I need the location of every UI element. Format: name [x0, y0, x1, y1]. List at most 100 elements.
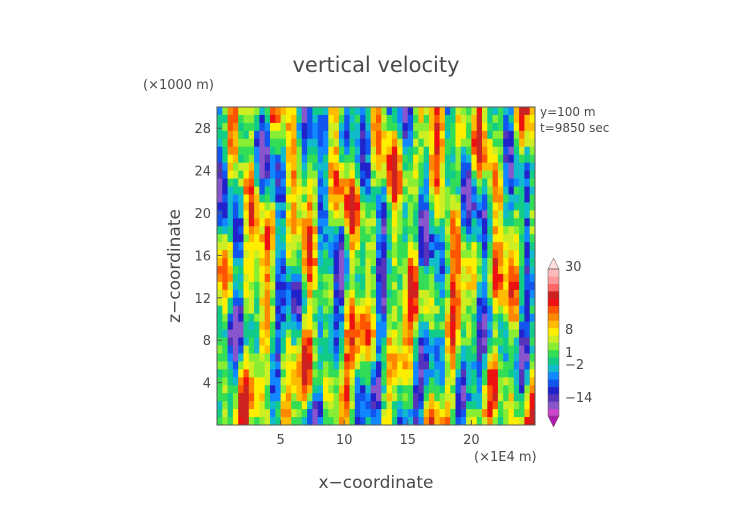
heatmap-cell	[264, 289, 271, 299]
heatmap-cell	[444, 162, 451, 171]
heatmap-cell	[275, 321, 281, 330]
heatmap-cell	[259, 345, 266, 354]
heatmap-cell	[280, 377, 287, 386]
heatmap-cell	[333, 154, 340, 164]
heatmap-cell	[381, 138, 387, 148]
heatmap-cell	[280, 218, 287, 227]
heatmap-cell	[497, 281, 504, 291]
heatmap-cell	[450, 417, 456, 426]
heatmap-cell	[232, 170, 239, 179]
heatmap-cell	[519, 162, 525, 171]
heatmap-cell	[232, 242, 239, 251]
heatmap-cell	[487, 226, 493, 235]
heatmap-cell	[232, 250, 239, 259]
heatmap-cell	[333, 250, 340, 259]
heatmap-cell	[270, 242, 276, 251]
heatmap-cell	[307, 409, 313, 418]
heatmap-cell	[439, 202, 446, 211]
heatmap-cell	[370, 114, 377, 124]
heatmap-cell	[275, 329, 281, 338]
heatmap-cell	[270, 361, 276, 370]
heatmap-cell	[270, 178, 276, 187]
heatmap-cell	[349, 162, 356, 171]
heatmap-cell	[301, 353, 308, 362]
heatmap-cell	[344, 313, 350, 323]
heatmap-cell	[264, 122, 271, 132]
heatmap-cell	[476, 305, 483, 315]
heatmap-cell	[227, 218, 234, 227]
heatmap-cell	[519, 114, 525, 124]
heatmap-cell	[323, 178, 329, 187]
heatmap-cell	[381, 409, 387, 418]
heatmap-cell	[466, 170, 472, 179]
heatmap-cell	[497, 122, 504, 132]
heatmap-cell	[222, 194, 228, 203]
heatmap-cell	[444, 393, 451, 402]
heatmap-cell	[301, 281, 308, 291]
heatmap-cell	[285, 377, 292, 386]
heatmap-cell	[503, 154, 509, 164]
colorbar-swatch	[548, 305, 559, 314]
heatmap-cell	[232, 273, 239, 283]
heatmap-cell	[450, 377, 456, 386]
heatmap-cell	[413, 305, 419, 315]
heatmap-cell	[217, 345, 223, 354]
heatmap-cell	[450, 170, 456, 179]
heatmap-cell	[487, 234, 493, 243]
heatmap-cell	[519, 202, 525, 211]
heatmap-cell	[487, 337, 493, 346]
heatmap-cell	[360, 162, 366, 171]
heatmap-cell	[333, 122, 340, 132]
heatmap-cell	[349, 337, 356, 346]
heatmap-cell	[466, 242, 472, 251]
heatmap-cell	[243, 266, 250, 275]
heatmap-cell	[360, 369, 366, 378]
heatmap-cell	[429, 321, 435, 330]
heatmap-cell	[524, 409, 531, 418]
heatmap-cell	[312, 250, 319, 259]
heatmap-cell	[513, 297, 520, 307]
heatmap-cell	[529, 385, 536, 394]
heatmap-cell	[259, 297, 266, 307]
heatmap-cell	[275, 202, 281, 211]
heatmap-cell	[524, 226, 531, 235]
heatmap-cell	[397, 226, 403, 235]
heatmap-cell	[519, 130, 525, 140]
heatmap-cell	[413, 329, 419, 338]
heatmap-cell	[407, 234, 414, 243]
heatmap-cell	[291, 361, 297, 370]
heatmap-cell	[264, 250, 271, 259]
heatmap-cell	[466, 417, 472, 426]
heatmap-cell	[418, 385, 425, 394]
heatmap-cell	[312, 313, 319, 323]
heatmap-cell	[238, 122, 244, 132]
heatmap-cell	[455, 194, 462, 203]
heatmap-cell	[344, 218, 350, 227]
heatmap-cell	[524, 313, 531, 323]
heatmap-cell	[376, 114, 382, 124]
heatmap-cell	[354, 266, 361, 275]
heatmap-cell	[402, 154, 409, 164]
heatmap-cell	[243, 186, 250, 195]
heatmap-cell	[301, 242, 308, 251]
heatmap-cell	[344, 369, 350, 378]
heatmap-cell	[328, 393, 334, 402]
heatmap-cell	[280, 409, 287, 418]
heatmap-cell	[524, 289, 531, 299]
heatmap-cell	[323, 138, 329, 148]
heatmap-cell	[423, 329, 430, 338]
heatmap-cell	[476, 369, 483, 378]
heatmap-cell	[349, 417, 356, 426]
heatmap-cell	[423, 281, 430, 291]
heatmap-cell	[450, 234, 456, 243]
heatmap-cell	[280, 401, 287, 410]
heatmap-cell	[349, 345, 356, 354]
heatmap-cell	[291, 417, 297, 426]
heatmap-cell	[418, 393, 425, 402]
heatmap-cell	[275, 401, 281, 410]
heatmap-cell	[376, 107, 382, 116]
heatmap-cell	[482, 226, 488, 235]
heatmap-cell	[227, 122, 234, 132]
heatmap-cell	[232, 266, 239, 275]
heatmap-cell	[503, 178, 509, 187]
